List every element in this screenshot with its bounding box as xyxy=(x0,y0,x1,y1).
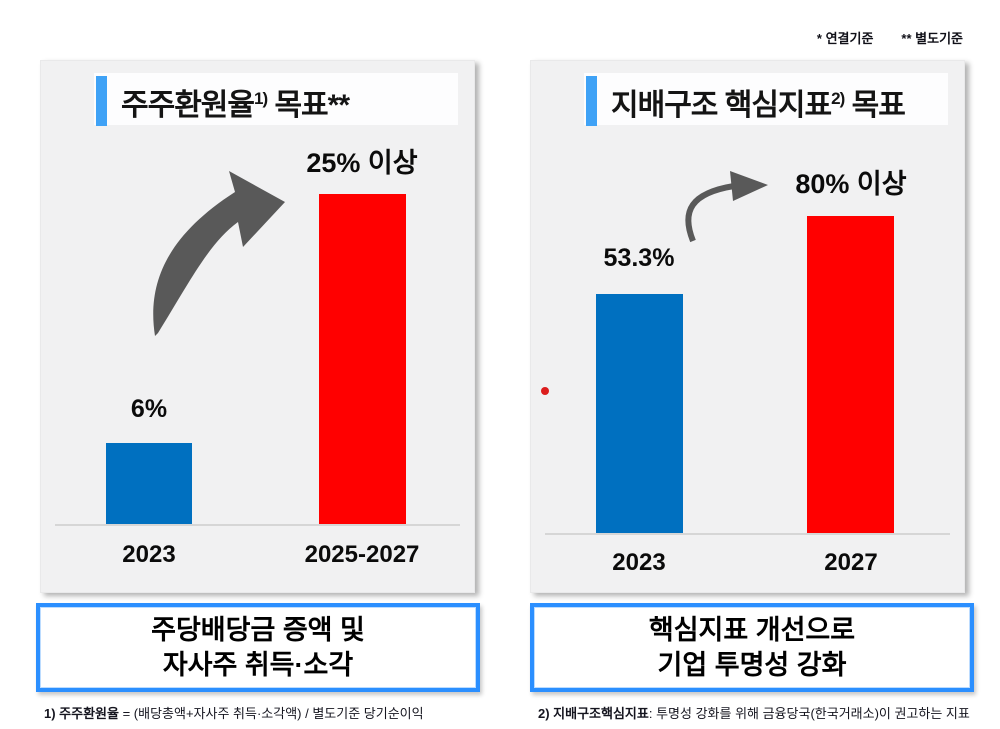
footnote-governance-indicator: 2) 지배구조핵심지표: 투명성 강화를 위해 금융당국(한국거래소)이 권고하… xyxy=(538,703,970,722)
x-axis-line xyxy=(545,533,950,535)
footnote-definition: : 투명성 강화를 위해 금융당국(한국거래소)이 권고하는 지표 xyxy=(648,706,970,721)
value-label-target: 25% 이상 xyxy=(306,148,418,178)
chart-title-footnote-ref: 1) xyxy=(254,89,268,108)
bar-target-2025-2027 xyxy=(319,194,406,524)
chart-title: 주주환원율1) 목표** xyxy=(121,80,350,124)
shareholder-return-callout-box: 주당배당금 증액 및 자사주 취득·소각 xyxy=(36,603,480,692)
value-label-target: 80% 이상 xyxy=(795,169,907,199)
shareholder-return-chart-panel: 주주환원율1) 목표** 6% 25% 이상 2023 2025-2027 xyxy=(40,60,475,593)
footnote-definition: = (배당총액+자사주 취득·소각액) / 별도기준 당기순이익 xyxy=(118,706,424,721)
red-dot-mark xyxy=(541,387,549,395)
year-label-2023: 2023 xyxy=(612,549,666,576)
title-accent-bar xyxy=(586,76,597,126)
governance-callout-box: 핵심지표 개선으로 기업 투명성 강화 xyxy=(530,603,974,692)
title-background-strip xyxy=(584,73,948,125)
callout-line-2: 기업 투명성 강화 xyxy=(657,649,847,680)
governance-indicator-chart-panel: 지배구조 핵심지표2) 목표 53.3% 80% 이상 2023 2027 xyxy=(530,60,965,593)
title-accent-bar xyxy=(96,76,107,126)
title-background-strip xyxy=(94,73,458,125)
separate-basis-note: ** 별도기준 xyxy=(901,31,963,46)
bar-2023 xyxy=(596,294,683,533)
bar-target-2027 xyxy=(807,216,894,533)
bar-2023 xyxy=(106,443,192,524)
callout-line-1: 주당배당금 증액 및 xyxy=(151,614,365,645)
chart-title-tail: 목표 xyxy=(844,89,906,122)
year-label-target: 2027 xyxy=(824,549,878,576)
chart-title-footnote-ref: 2) xyxy=(831,89,845,108)
value-label-2023: 53.3% xyxy=(603,244,675,272)
consolidated-basis-note: * 연결기준 xyxy=(816,31,874,46)
year-label-2023: 2023 xyxy=(122,541,176,568)
chart-title-tail: 목표** xyxy=(267,89,350,122)
year-label-target: 2025-2027 xyxy=(304,541,420,568)
footnote-shareholder-return: 1) 주주환원율 = (배당총액+자사주 취득·소각액) / 별도기준 당기순이… xyxy=(44,703,424,722)
chart-title: 지배구조 핵심지표2) 목표 xyxy=(611,80,906,124)
callout-line-2: 자사주 취득·소각 xyxy=(162,649,354,680)
x-axis-line xyxy=(55,524,460,526)
basis-legend: * 연결기준 ** 별도기준 xyxy=(817,28,963,47)
chart-title-text: 주주환원율 xyxy=(121,89,255,122)
footnote-term: 1) 주주환원율 xyxy=(44,706,119,721)
callout-line-1: 핵심지표 개선으로 xyxy=(648,614,856,645)
chart-title-text: 지배구조 핵심지표 xyxy=(611,89,832,122)
value-label-2023: 6% xyxy=(130,395,168,423)
footnote-term: 2) 지배구조핵심지표 xyxy=(538,706,649,721)
